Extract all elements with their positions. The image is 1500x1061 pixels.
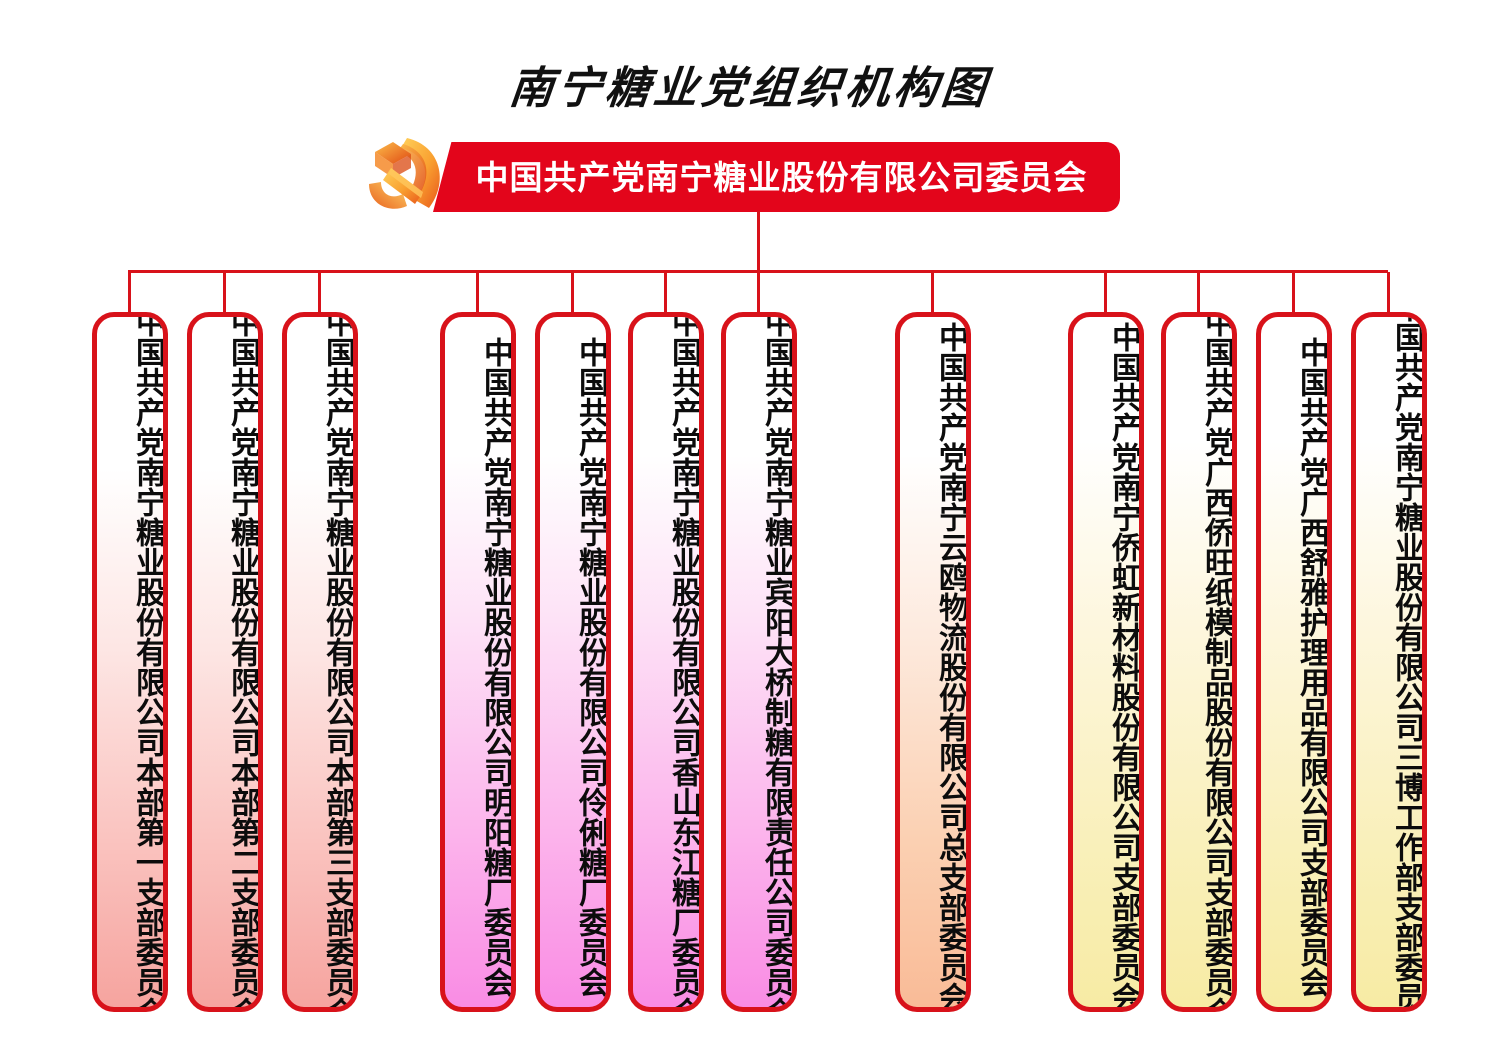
org-node-label: 中国共产党南宁云鸥物流股份有限公司总支部委员会 [933,322,968,1012]
connector-drop-2 [223,272,226,314]
org-node-9[interactable]: 中国共产党南宁侨虹新材料股份有限公司支部委员会 [1068,312,1144,1012]
org-node-label: 中国共产党广西舒雅护理用品有限公司支部委员会 [1294,337,1329,997]
connector-drop-8 [931,272,934,314]
connector-drop-3 [318,272,321,314]
connector-stem [757,211,760,272]
org-node-12[interactable]: 中国共产党南宁糖业股份有限公司三博工作部支部委员会 [1351,312,1427,1012]
connector-drop-10 [1197,272,1200,314]
connector-drop-11 [1292,272,1295,314]
connector-drop-9 [1104,272,1107,314]
connector-drop-5 [571,272,574,314]
org-node-7[interactable]: 中国共产党南宁糖业宾阳大桥制糖有限责任公司委员会 [721,312,797,1012]
connector-drop-6 [664,272,667,314]
org-node-label: 中国共产党南宁糖业股份有限公司本部第二支部委员会 [225,312,260,1012]
org-node-10[interactable]: 中国共产党广西侨旺纸模制品股份有限公司支部委员会 [1161,312,1237,1012]
org-node-label: 中国共产党南宁糖业宾阳大桥制糖有限责任公司委员会 [759,312,794,1012]
org-node-6[interactable]: 中国共产党南宁糖业股份有限公司香山东江糖厂委员会 [628,312,704,1012]
org-node-2[interactable]: 中国共产党南宁糖业股份有限公司本部第二支部委员会 [187,312,263,1012]
org-node-8[interactable]: 中国共产党南宁云鸥物流股份有限公司总支部委员会 [895,312,971,1012]
root-label: 中国共产党南宁糖业股份有限公司委员会 [475,157,1088,197]
org-node-label: 中国共产党南宁糖业股份有限公司本部第一支部委员会 [130,312,165,1012]
org-node-label: 中国共产党南宁糖业股份有限公司伶俐糖厂委员会 [573,337,608,997]
org-node-label: 中国共产党南宁糖业股份有限公司本部第三支部委员会 [320,312,355,1012]
org-node-1[interactable]: 中国共产党南宁糖业股份有限公司本部第一支部委员会 [92,312,168,1012]
connector-drop-4 [476,272,479,314]
connector-drop-7 [757,272,760,314]
org-node-5[interactable]: 中国共产党南宁糖业股份有限公司伶俐糖厂委员会 [535,312,611,1012]
root-node[interactable]: 中国共产党南宁糖业股份有限公司委员会 [345,128,1120,212]
org-node-label: 中国共产党南宁糖业股份有限公司香山东江糖厂委员会 [666,312,701,1012]
org-node-label: 中国共产党广西侨旺纸模制品股份有限公司支部委员会 [1199,312,1234,1012]
connector-drop-12 [1387,272,1390,314]
org-node-label: 中国共产党南宁糖业股份有限公司三博工作部支部委员会 [1389,312,1424,1012]
connector-bus [128,270,1388,273]
connector-drop-1 [128,272,131,314]
root-banner[interactable]: 中国共产党南宁糖业股份有限公司委员会 [455,142,1120,212]
communist-party-emblem-icon [345,128,457,220]
org-node-4[interactable]: 中国共产党南宁糖业股份有限公司明阳糖厂委员会 [440,312,516,1012]
org-node-label: 中国共产党南宁糖业股份有限公司明阳糖厂委员会 [478,337,513,997]
org-node-label: 中国共产党南宁侨虹新材料股份有限公司支部委员会 [1106,322,1141,1012]
org-node-3[interactable]: 中国共产党南宁糖业股份有限公司本部第三支部委员会 [282,312,358,1012]
chart-title: 南宁糖业党组织机构图 [506,63,993,114]
org-node-11[interactable]: 中国共产党广西舒雅护理用品有限公司支部委员会 [1256,312,1332,1012]
